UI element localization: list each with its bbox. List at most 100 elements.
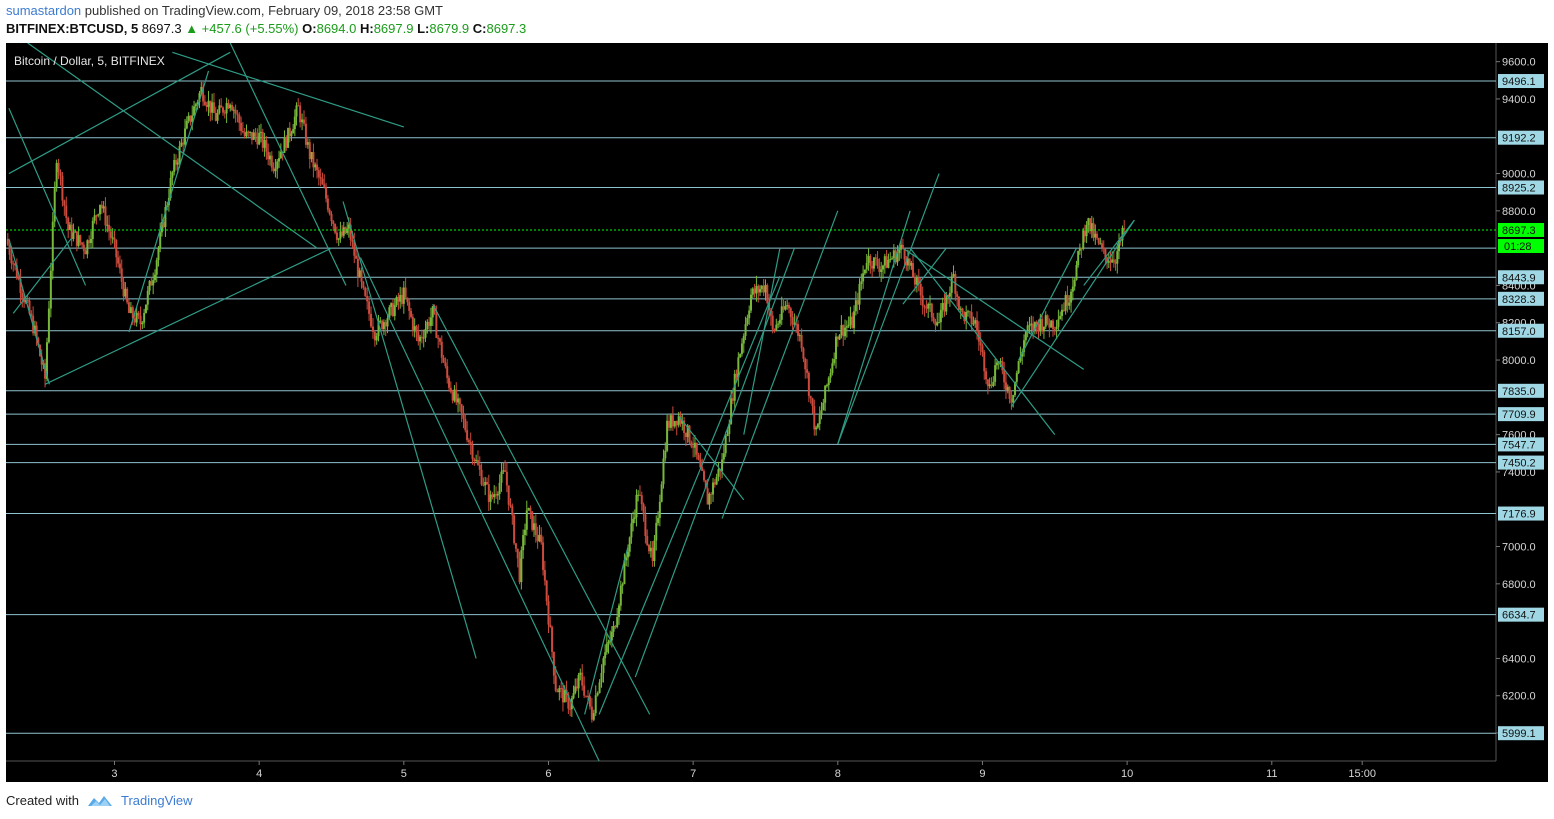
trend-line	[359, 257, 600, 762]
candle-body	[428, 321, 431, 326]
candle-body	[762, 285, 765, 293]
candle-body	[531, 511, 534, 530]
author-link[interactable]: sumastardon	[6, 3, 82, 18]
candle-body	[288, 127, 291, 137]
candle-body	[1095, 233, 1098, 238]
candle-body	[901, 244, 904, 249]
candle-body	[748, 310, 751, 319]
price-chart[interactable]: 6000.06200.06400.06800.07000.07400.07600…	[6, 43, 1548, 782]
candle-body	[45, 342, 48, 379]
candle-body	[849, 316, 852, 325]
trend-line	[8, 108, 87, 286]
candle-body	[399, 295, 402, 302]
candle-body	[883, 256, 886, 266]
candle-body	[109, 231, 112, 238]
candle-body	[522, 535, 525, 551]
candle-body	[406, 297, 409, 303]
chart-area[interactable]: 6000.06200.06400.06800.07000.07400.07600…	[6, 43, 1548, 782]
candle-body	[724, 436, 727, 454]
created-with-label: Created with	[6, 793, 79, 808]
candle-body	[1015, 372, 1018, 382]
candle-body	[72, 232, 75, 240]
candle-body	[649, 547, 652, 552]
trend-line	[909, 247, 1056, 436]
candle-body	[135, 312, 138, 323]
close-value: 8697.3	[486, 21, 527, 36]
candle-body	[326, 198, 329, 210]
candle-body	[797, 324, 800, 336]
candle-body	[921, 295, 924, 306]
candle-body	[137, 312, 140, 316]
candle-body	[633, 517, 636, 519]
time-tick-label: 3	[111, 768, 117, 780]
candle-body	[1028, 325, 1031, 327]
candle-body	[82, 244, 85, 251]
candle-body	[269, 155, 272, 160]
candle-body	[625, 557, 628, 561]
level-label-bg	[1498, 455, 1544, 470]
candle-body	[196, 102, 199, 105]
candle-body	[47, 308, 50, 343]
candle-body	[972, 323, 975, 325]
candle-body	[908, 258, 911, 266]
level-label: 6634.7	[1502, 610, 1536, 622]
candle-body	[554, 675, 557, 691]
candle-body	[478, 464, 481, 470]
trend-line	[743, 248, 781, 435]
candle-body	[1071, 286, 1074, 292]
candle-body	[249, 131, 252, 133]
candle-body	[976, 320, 979, 331]
tradingview-link[interactable]: TradingView	[120, 793, 193, 808]
candle-body	[200, 86, 203, 94]
candle-body	[310, 152, 313, 160]
candle-body	[247, 131, 250, 133]
candle-body	[442, 357, 445, 363]
candle-body	[746, 318, 749, 325]
candle-body	[910, 263, 913, 266]
candle-body	[63, 200, 66, 206]
candle-body	[871, 265, 874, 269]
level-label-bg	[1498, 130, 1544, 145]
candle-body	[604, 652, 607, 659]
candle-body	[159, 232, 162, 249]
open-label: O:	[302, 21, 317, 36]
candle-body	[68, 224, 71, 231]
candle-body	[547, 601, 550, 625]
trend-line	[8, 51, 231, 175]
trend-line	[721, 210, 839, 519]
candle-body	[464, 418, 467, 431]
candle-body	[516, 548, 519, 559]
candle-body	[241, 131, 244, 133]
price-tick-label: 9000.0	[1502, 169, 1536, 181]
candle-body	[146, 290, 149, 305]
candle-body	[395, 297, 398, 306]
candle-body	[851, 316, 854, 328]
candle-body	[715, 476, 718, 485]
candle-body	[793, 323, 796, 325]
candle-body	[1042, 326, 1045, 332]
candle-body	[252, 132, 255, 140]
candle-body	[684, 432, 687, 437]
candle-body	[202, 86, 205, 102]
candle-body	[651, 547, 654, 562]
candle-body	[325, 187, 328, 199]
candle-body	[379, 320, 382, 322]
candle-body	[26, 300, 29, 302]
candle-body	[330, 213, 333, 222]
candle-body	[426, 321, 429, 330]
candle-body	[1030, 323, 1033, 326]
candle-body	[67, 217, 70, 231]
candle-body	[422, 337, 425, 339]
candle-body	[856, 300, 859, 305]
candle-body	[744, 324, 747, 336]
candle-body	[612, 626, 615, 632]
time-tick-label: 9	[979, 768, 985, 780]
candle-body	[1101, 243, 1104, 248]
candle-body	[279, 151, 282, 159]
candle-body	[985, 371, 988, 380]
countdown-label: 01:28	[1504, 241, 1532, 253]
candle-body	[59, 172, 62, 176]
candle-body	[1012, 395, 1015, 403]
candle-body	[391, 303, 394, 316]
time-tick-label: 10	[1121, 768, 1133, 780]
